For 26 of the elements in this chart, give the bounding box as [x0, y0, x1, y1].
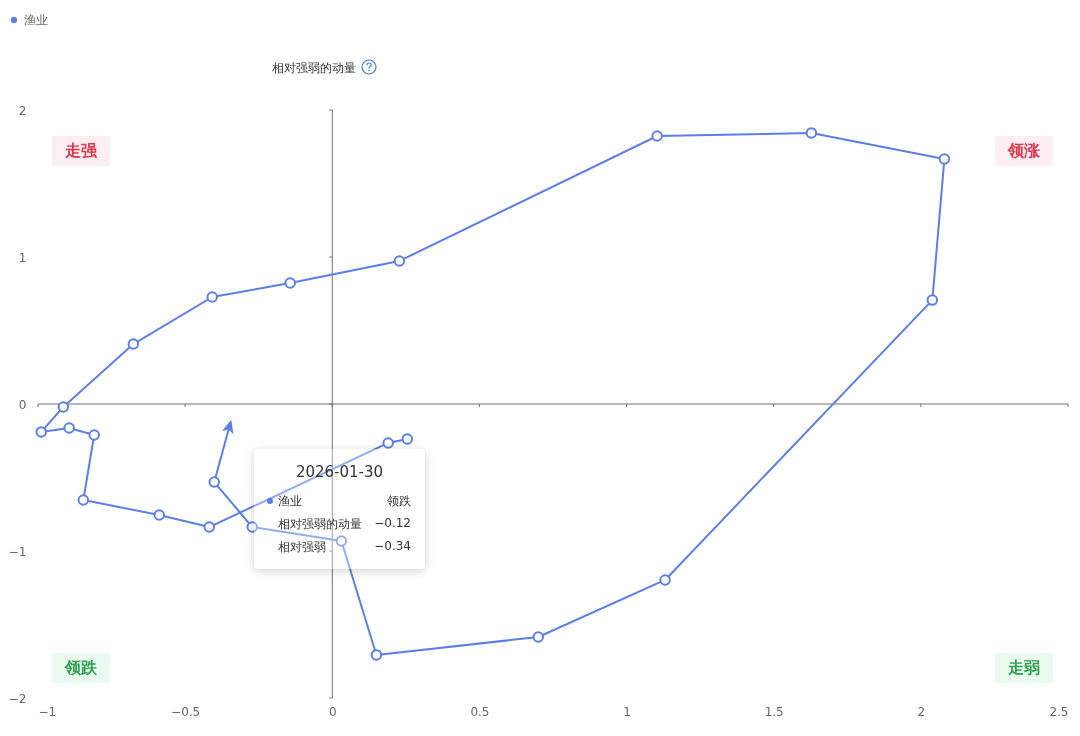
y-tick-label: 2 [18, 103, 27, 118]
y-tick-label: 0 [18, 397, 27, 412]
x-tick-label: 0.5 [470, 704, 490, 719]
x-tick-label: 1.5 [764, 704, 784, 719]
annotation: 2026-01-30 [294, 463, 385, 481]
annotation: −0.12 [374, 516, 411, 530]
y-tick-label: −2 [8, 691, 27, 706]
annotation: 相对强弱的动量 [278, 517, 362, 531]
x-tick-label: 1 [623, 704, 631, 719]
annotation: 相对强弱 [278, 540, 326, 554]
annotation: 领跌 [52, 653, 110, 683]
x-tick-label: −1 [38, 704, 57, 719]
annotation: 领跌 [387, 493, 411, 510]
annotation: 走弱 [995, 653, 1053, 683]
legend-label: 渔业 [24, 13, 48, 27]
annotation: 领涨 [995, 136, 1053, 166]
y-tick-label: −1 [8, 544, 27, 559]
x-tick-label: 2.5 [1049, 704, 1069, 719]
x-tick-label: 0 [328, 704, 337, 719]
x-tick-label: −0.5 [171, 704, 201, 719]
y-axis-title: 相对强弱的动量 [271, 60, 356, 75]
x-tick-label: 2 [917, 704, 926, 719]
annotation: 渔业 [278, 494, 302, 508]
y-tick-label: 1 [18, 250, 27, 265]
annotation: 走强 [52, 136, 110, 166]
annotation: −0.34 [374, 539, 411, 553]
